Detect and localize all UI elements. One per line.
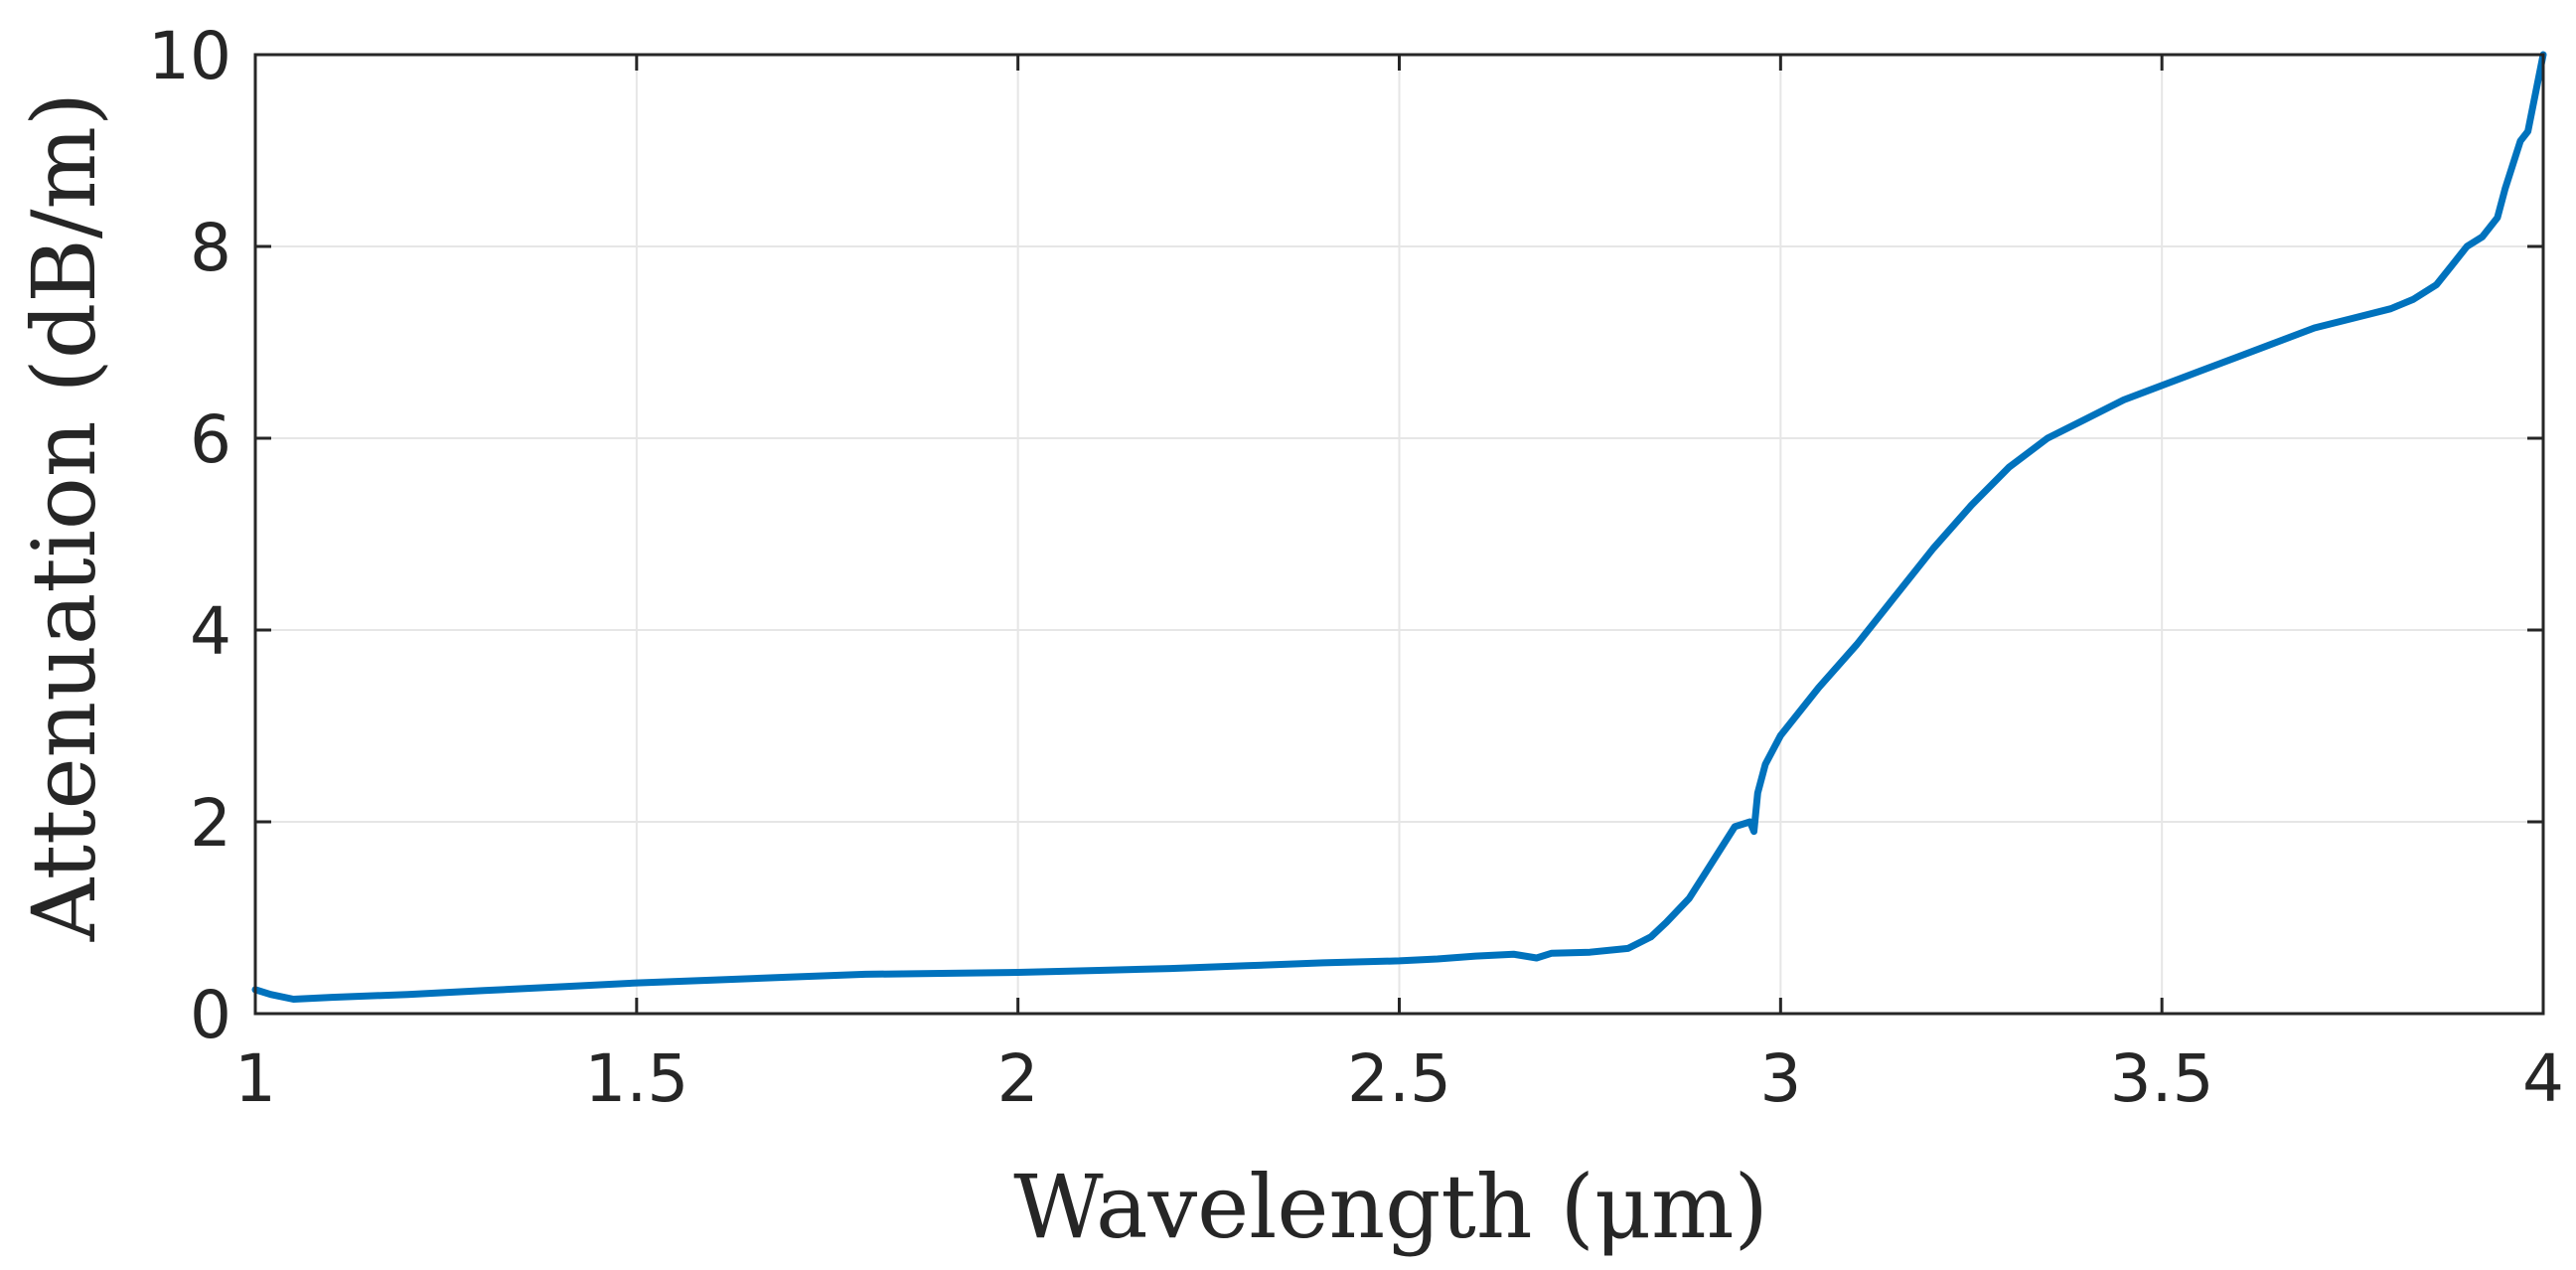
- y-tick-label: 2: [190, 785, 231, 862]
- x-tick-label: 2: [997, 1040, 1039, 1117]
- y-tick-label: 0: [190, 977, 231, 1053]
- x-tick-label: 2.5: [1347, 1040, 1451, 1117]
- x-tick-label: 1: [234, 1040, 276, 1117]
- series-layer: [251, 51, 2547, 1003]
- x-tick-label: 3.5: [2110, 1040, 2214, 1117]
- y-tick-label: 4: [190, 593, 231, 670]
- x-axis-title: Wavelength (μm): [1013, 1156, 1768, 1258]
- y-tick-label: 10: [148, 18, 231, 94]
- x-tick-label: 1.5: [584, 1040, 688, 1117]
- axes-layer: [253, 53, 2545, 1016]
- y-tick-label: 6: [190, 401, 231, 478]
- series-line-0: [251, 51, 2547, 1003]
- y-tick-label: 8: [190, 210, 231, 286]
- grid-layer: [254, 54, 2544, 1015]
- tick-label-layer: 1 1.5 2 2.5 3 3.5 4 0 2 4 6 8 10: [148, 18, 2564, 1117]
- x-tick-label: 3: [1759, 1040, 1801, 1117]
- y-axis-title: Attenuation (dB/m): [13, 92, 115, 943]
- x-tick-label: 4: [2522, 1040, 2564, 1117]
